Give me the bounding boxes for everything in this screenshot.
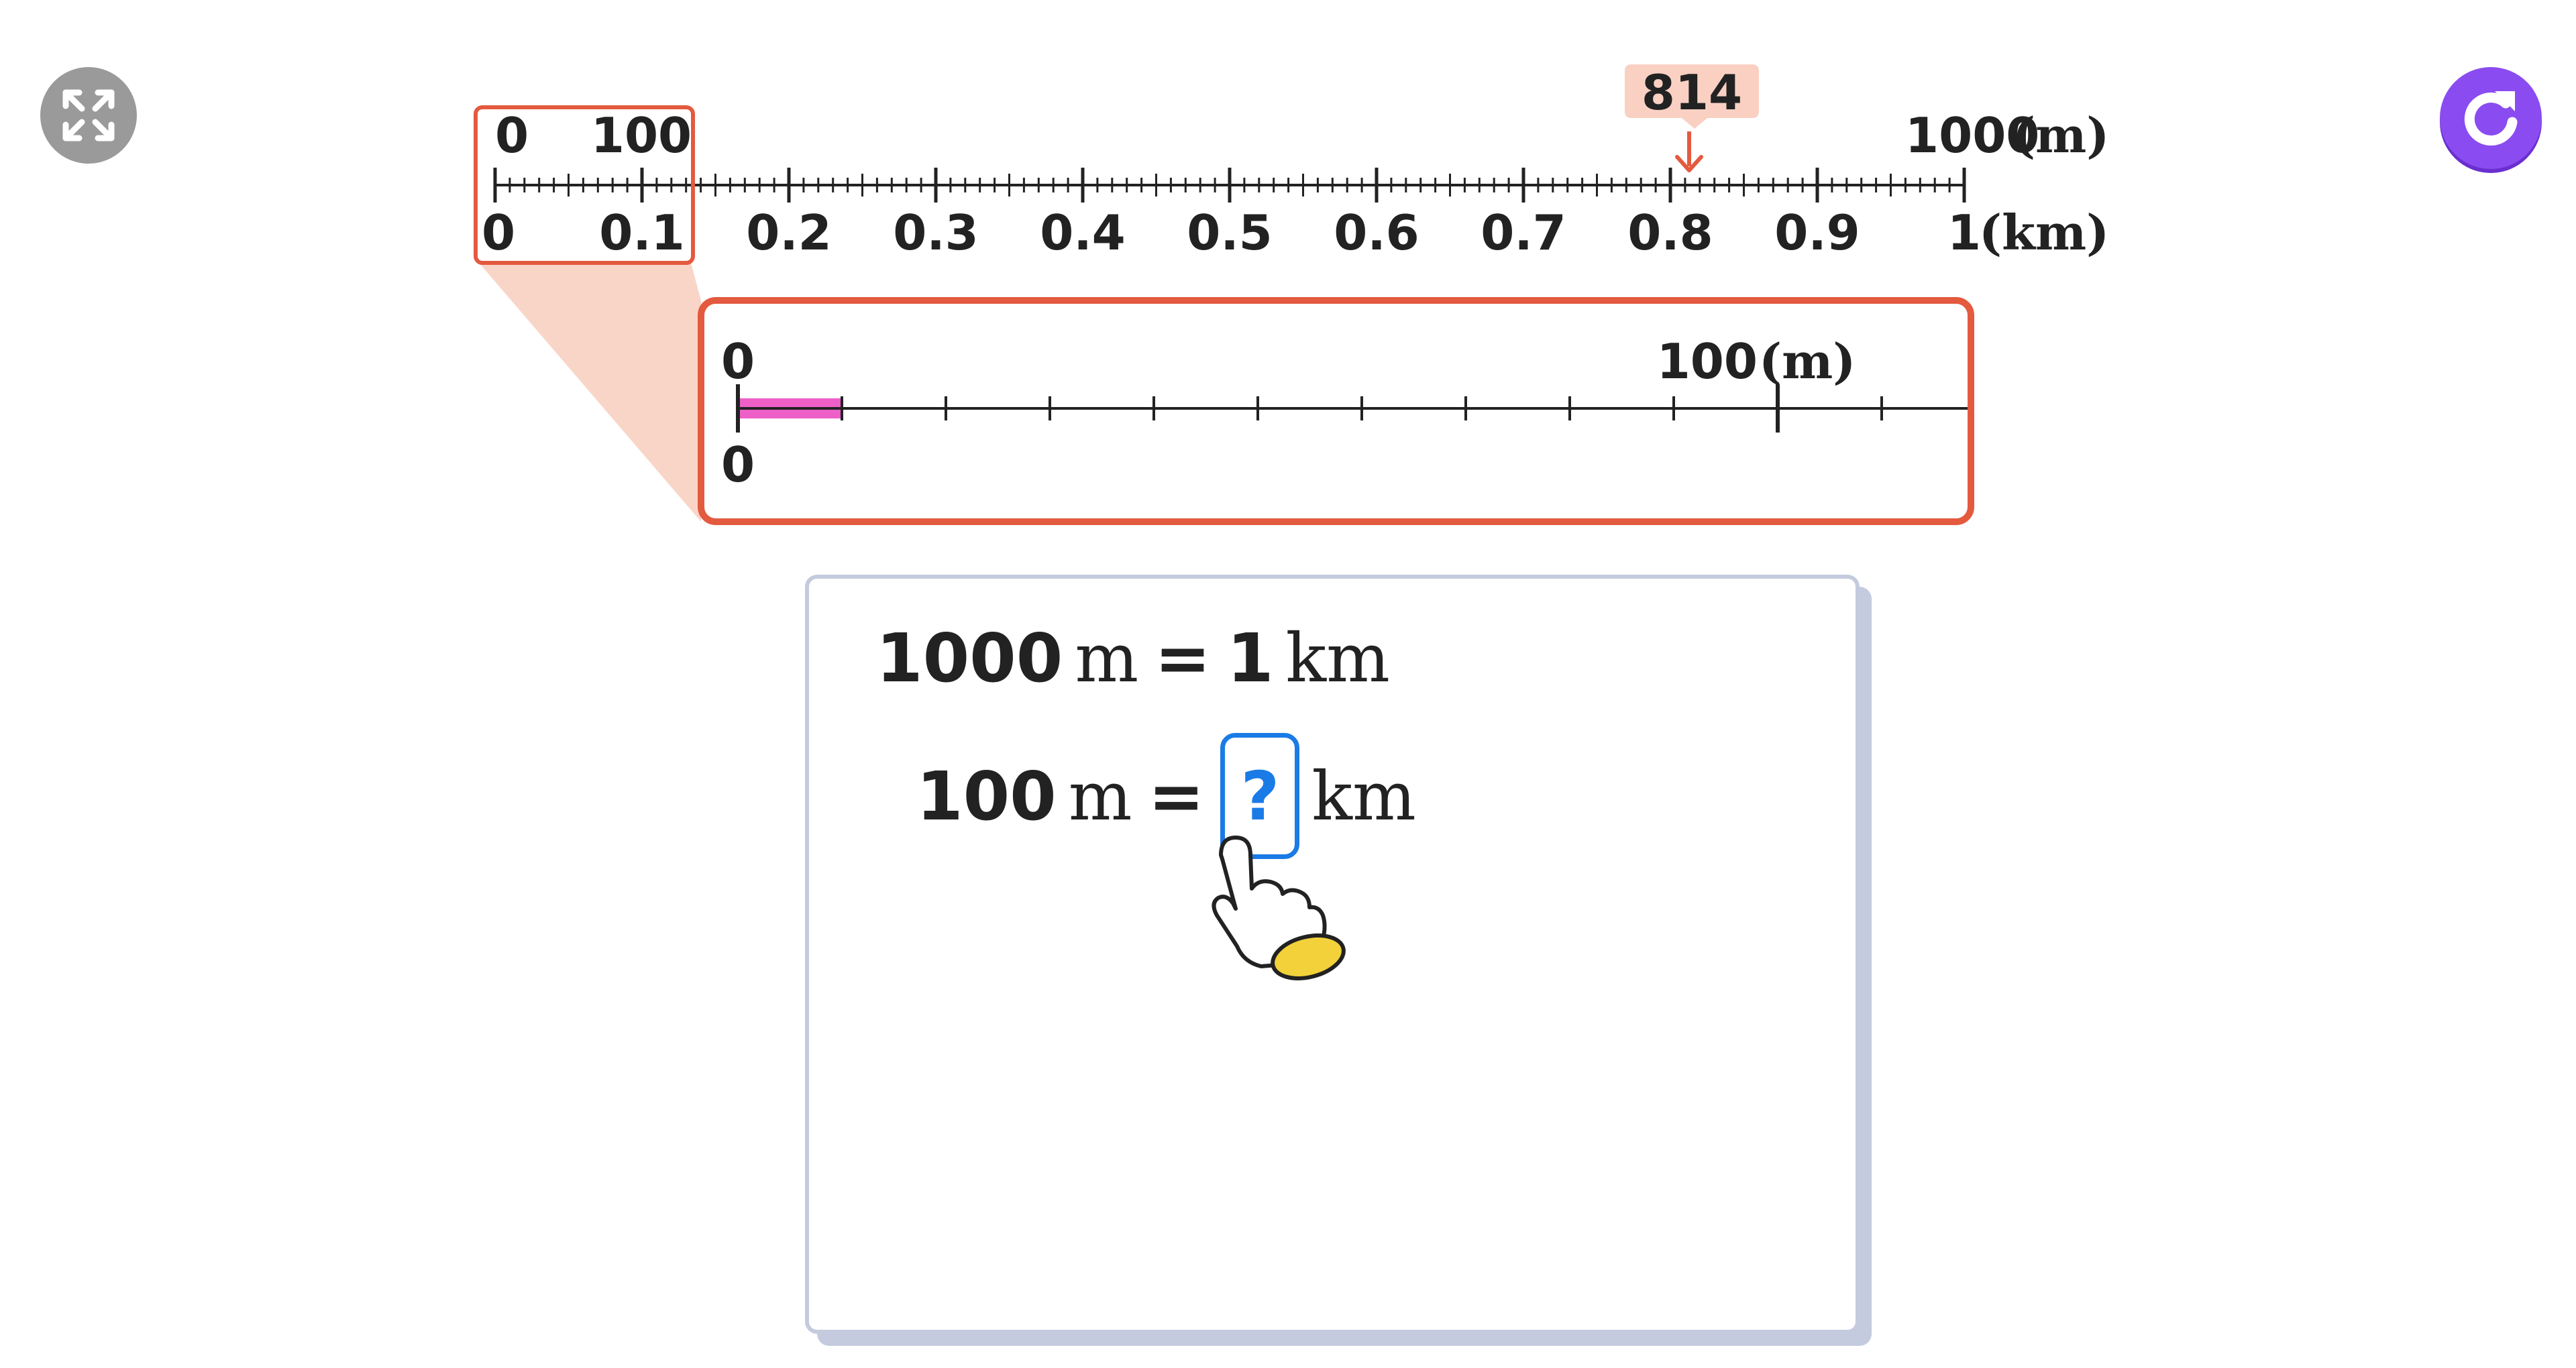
main-ruler-ticks: [493, 168, 1966, 203]
km-tick-label: 0.2: [746, 205, 832, 261]
km-tick-label: 0.3: [893, 205, 979, 261]
main-km-labels: 0 0.1 0.2 0.3 0.4 0.5 0.6 0.7 0.8 0.9 1: [482, 205, 1981, 261]
expand-button[interactable]: [40, 67, 137, 164]
main-m-100-label: 100: [591, 107, 692, 164]
eq2-right-unit: km: [1311, 756, 1416, 836]
eq1-right-unit: km: [1285, 619, 1390, 697]
km-tick-label: 0.1: [599, 205, 685, 261]
main-m-start-label: 0: [495, 107, 529, 164]
eq1-left-number: 1000: [876, 619, 1063, 697]
eq1-left-unit: m: [1075, 619, 1139, 697]
eq2-equals: =: [1148, 756, 1205, 836]
km-tick-label: 0.6: [1334, 205, 1419, 261]
km-tick-label: 0.7: [1481, 205, 1566, 261]
eq1-equals: =: [1155, 619, 1211, 697]
expand-icon: [62, 89, 115, 141]
eq1-right-number: 1: [1226, 619, 1274, 697]
zoom-selection-box[interactable]: [474, 105, 695, 265]
zoom-ruler-ticks: [736, 384, 1883, 433]
zoom-wedge: [479, 263, 701, 522]
km-tick-label: 0.8: [1627, 205, 1713, 261]
eq2-left-number: 100: [916, 756, 1057, 836]
value-marker-badge: [1625, 64, 1759, 129]
km-tick-label: 0.4: [1040, 205, 1126, 261]
value-marker[interactable]: 814: [1625, 64, 1759, 172]
zoom-panel: [698, 297, 1974, 525]
zoom-top-start-label: 0: [721, 333, 755, 390]
equation-line-1: 1000 m = 1 km: [876, 619, 1390, 697]
zoom-bottom-start-label: 0: [721, 437, 755, 493]
refresh-icon: [2464, 91, 2518, 146]
value-marker-arrow-head: [1675, 155, 1703, 172]
zoom-top-end-label: 100: [1657, 333, 1758, 390]
km-tick-label: 1: [1947, 205, 1981, 261]
value-marker-label: 814: [1642, 64, 1742, 121]
refresh-button[interactable]: [2440, 67, 2542, 169]
eq2-left-unit: m: [1068, 756, 1132, 836]
main-m-end-label: 1000: [1905, 107, 2039, 164]
pointing-hand-icon: [1212, 836, 1346, 980]
km-tick-label: 0: [482, 205, 515, 261]
main-m-unit-label: (m): [2012, 107, 2109, 164]
zoom-top-unit-label: (m): [1759, 333, 1856, 390]
km-tick-label: 0.9: [1774, 205, 1860, 261]
main-km-unit-label: (km): [1979, 204, 2109, 261]
km-tick-label: 0.5: [1187, 205, 1273, 261]
